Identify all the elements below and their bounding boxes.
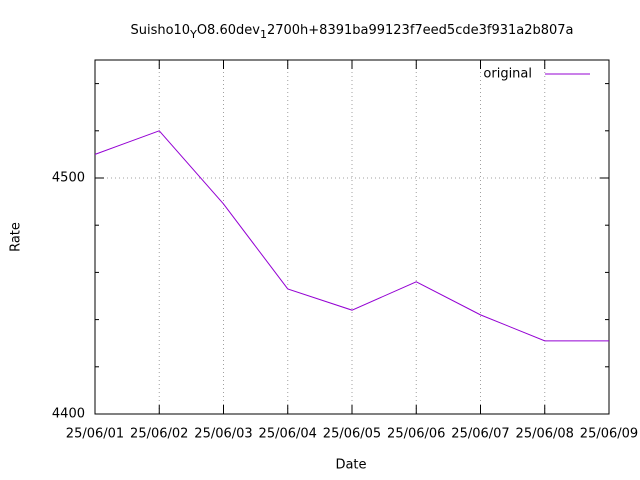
x-tick-label: 25/06/04 [259, 427, 317, 442]
x-tick-label: 25/06/05 [323, 427, 381, 442]
x-tick-label: 25/06/08 [516, 427, 574, 442]
title-part: 2700h+8391ba99123f7eed5cde3f931a2b807a [267, 23, 574, 38]
x-axis-label: Date [335, 458, 366, 473]
y-tick-label: 4500 [52, 171, 85, 186]
title-subscript: Y [189, 28, 197, 41]
x-tick-label: 25/06/07 [451, 427, 509, 442]
plot-frame [94, 59, 610, 415]
y-axis-label: Rate [9, 222, 24, 252]
x-tick-label: 25/06/02 [130, 427, 188, 442]
legend-label: original [483, 67, 532, 82]
x-tick-label: 25/06/06 [387, 427, 445, 442]
chart-title: Suisho10YO8.60dev12700h+8391ba99123f7eed… [130, 23, 573, 42]
x-tick-label: 25/06/03 [194, 427, 252, 442]
title-part: O8.60dev [197, 23, 260, 38]
y-tick-label: 4400 [52, 407, 85, 422]
data-line [94, 130, 609, 342]
x-tick-label: 25/06/09 [580, 427, 638, 442]
x-tick-label: 25/06/01 [66, 427, 124, 442]
title-part: Suisho10 [130, 23, 190, 38]
title-subscript: 1 [260, 28, 267, 41]
